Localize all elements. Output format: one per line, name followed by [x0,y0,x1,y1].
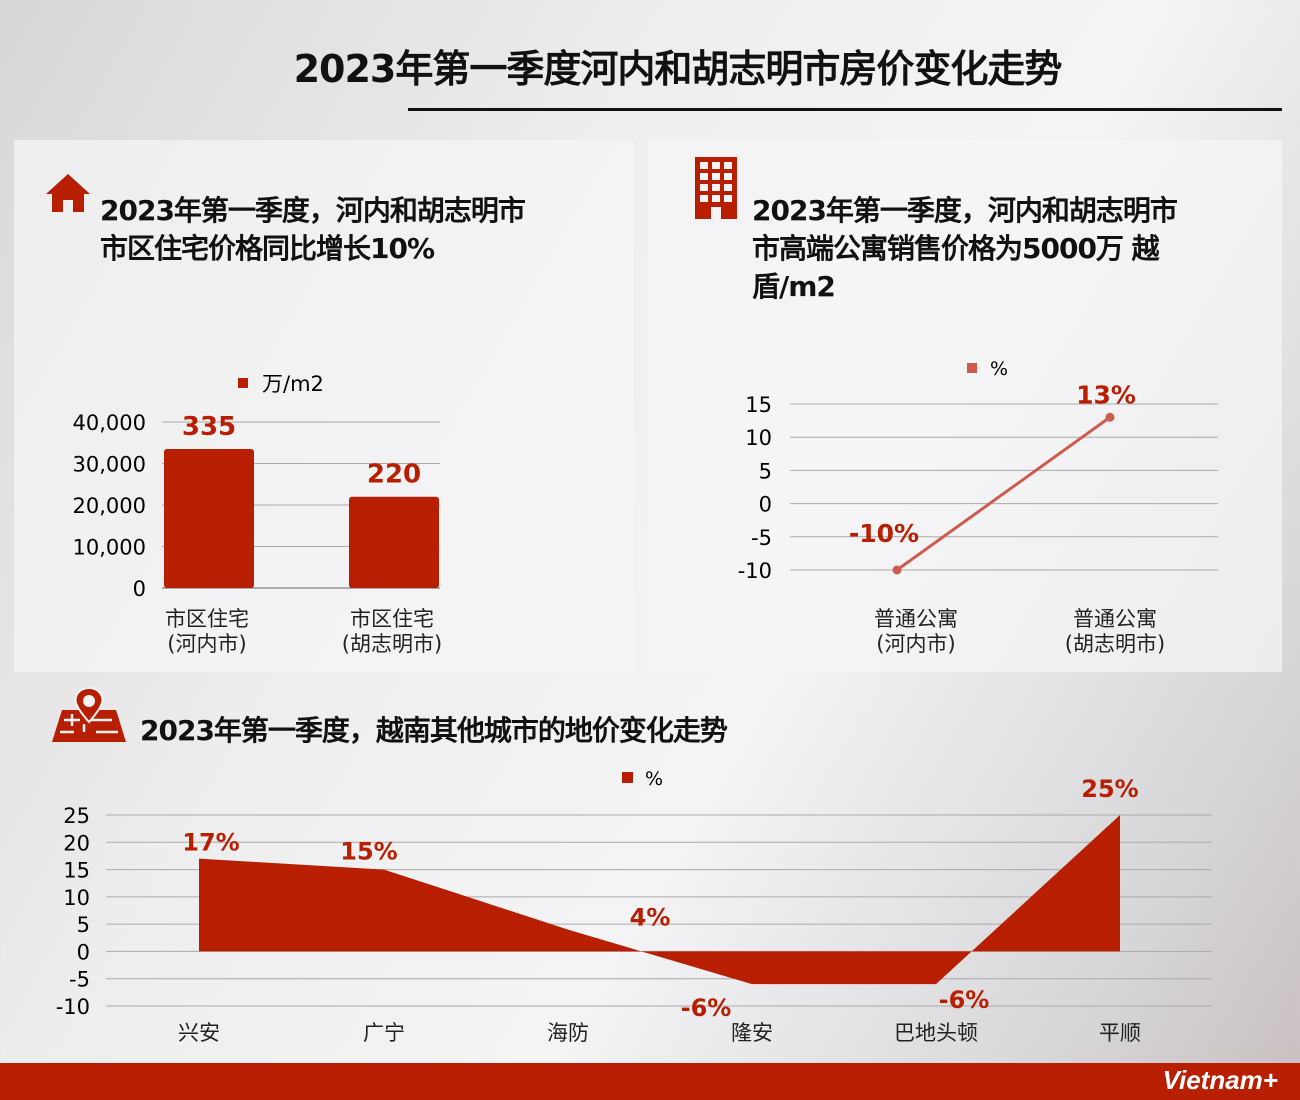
y-tick-label: 0 [77,940,90,964]
x-tick-label: 普通公寓 [874,607,958,631]
y-tick-label: 10,000 [73,536,146,560]
x-tick-label: (胡志明市) [1065,632,1165,656]
area-series [199,815,1120,985]
y-tick-label: 15 [63,859,90,883]
x-tick-label: 兴安 [178,1021,220,1045]
heading-line: 市区住宅价格同比增长10% [100,232,435,265]
data-label: -6% [681,994,732,1022]
legend-label: % [645,768,663,790]
bar [164,448,254,588]
heading-line: 盾/m2 [752,270,836,303]
y-tick-label: 20 [63,831,90,855]
y-tick-label: 20,000 [73,494,146,518]
legend-swatch [622,772,633,783]
y-tick-label: 5 [77,913,90,937]
house-icon [46,174,90,212]
y-tick-label: 0 [133,577,146,601]
x-tick-label: (河内市) [876,632,955,656]
data-label: 220 [367,460,421,490]
title-divider [408,108,1282,111]
x-tick-label: 巴地头顿 [894,1021,978,1045]
legend-swatch [967,363,977,373]
panel-right [648,140,1282,672]
y-tick-label: 15 [745,393,772,417]
y-tick-label: -10 [56,995,90,1019]
vietnamplus-logo: Vietnam+ [1162,1065,1278,1095]
x-tick-label: 隆安 [731,1021,773,1045]
data-label: 13% [1076,380,1136,409]
y-tick-label: 25 [63,804,90,828]
series-line [896,416,1111,572]
data-label: -10% [849,519,919,548]
legend-swatch [238,378,248,388]
footer-bar: Vietnam+ [0,1063,1300,1100]
section1-heading: 2023年第一季度，河内和胡志明市 市区住宅价格同比增长10% [100,192,526,268]
x-tick-label: 市区住宅 [350,607,434,631]
chart-area: %-10-5051015202517%兴安15%广宁4%海防-6%隆安-6%巴地… [56,768,1212,1045]
data-label: 4% [630,904,671,932]
y-tick-label: 0 [759,493,772,517]
legend-label: 万/m2 [262,372,324,396]
heading-line: 市高端公寓销售价格为5000万 越 [752,232,1160,265]
map-pin-icon [52,686,126,742]
panel-left [14,140,634,672]
x-tick-label: 市区住宅 [165,607,249,631]
y-tick-label: -5 [69,968,90,992]
heading-line: 2023年第一季度，河内和胡志明市 [752,194,1178,227]
legend-label: % [990,358,1008,380]
x-tick-label: (胡志明市) [342,632,442,656]
building-icon [695,157,737,219]
data-point [1105,412,1115,422]
data-label: 25% [1081,775,1138,803]
y-tick-label: -5 [751,526,772,550]
bar [349,496,439,588]
section3-heading: 2023年第一季度，越南其他城市的地价变化走势 [140,714,728,747]
y-tick-label: 30,000 [73,453,146,477]
data-label: 15% [340,838,397,866]
data-point [892,565,902,575]
data-label: -6% [939,986,990,1014]
x-tick-label: (河内市) [167,632,246,656]
data-label: 335 [182,412,236,442]
y-tick-label: -10 [738,559,772,583]
x-tick-label: 海防 [547,1021,589,1045]
x-tick-label: 平顺 [1099,1021,1141,1045]
data-label: 17% [182,829,239,857]
y-tick-label: 40,000 [73,411,146,435]
page-title: 2023年第一季度河内和胡志明市房价变化走势 [293,47,1063,91]
x-tick-label: 普通公寓 [1073,607,1157,631]
y-tick-label: 5 [759,459,772,483]
y-tick-label: 10 [745,426,772,450]
x-tick-label: 广宁 [363,1021,405,1045]
heading-line: 2023年第一季度，河内和胡志明市 [100,194,526,227]
y-tick-label: 10 [63,886,90,910]
section2-heading: 2023年第一季度，河内和胡志明市 市高端公寓销售价格为5000万 越 盾/m2 [752,192,1178,306]
